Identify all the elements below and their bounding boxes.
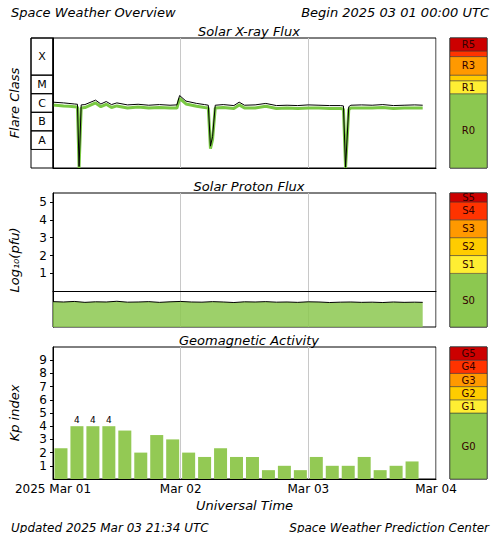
svg-text:4: 4 [106,415,112,425]
svg-text:3: 3 [39,432,47,446]
svg-text:Space Weather Prediction Cente: Space Weather Prediction Center [289,521,490,533]
svg-text:6: 6 [39,393,47,407]
svg-text:S3: S3 [462,223,475,234]
svg-text:G4: G4 [461,361,475,372]
svg-text:2025 Mar 01: 2025 Mar 01 [15,482,91,496]
svg-text:S1: S1 [462,259,475,270]
svg-text:Log₁₀(pfu): Log₁₀(pfu) [7,227,22,292]
svg-text:S4: S4 [462,205,475,216]
svg-text:2: 2 [39,249,47,263]
svg-text:5: 5 [39,195,47,209]
svg-text:Solar X-ray Flux: Solar X-ray Flux [198,24,300,39]
svg-text:X: X [38,50,46,63]
svg-text:Updated 2025 Mar 03 21:34 UTC: Updated 2025 Mar 03 21:34 UTC [11,521,209,533]
svg-text:Flare Class: Flare Class [7,67,22,138]
svg-text:2: 2 [39,446,47,460]
svg-text:8: 8 [39,366,47,380]
svg-text:Geomagnetic Activity: Geomagnetic Activity [179,333,319,348]
svg-text:Begin 2025 03 01 00:00 UTC: Begin 2025 03 01 00:00 UTC [301,5,490,20]
svg-text:Space Weather Overview: Space Weather Overview [11,5,176,20]
svg-text:4: 4 [74,415,80,425]
svg-text:7: 7 [39,380,47,394]
svg-text:B: B [38,115,46,128]
svg-text:G1: G1 [461,401,475,412]
svg-text:R0: R0 [462,125,475,136]
svg-text:Mar 03: Mar 03 [287,482,329,496]
svg-text:9: 9 [39,353,47,367]
svg-text:Mar 04: Mar 04 [415,482,457,496]
svg-text:4: 4 [39,419,47,433]
svg-text:R1: R1 [462,82,475,93]
svg-text:Solar Proton Flux: Solar Proton Flux [194,179,305,194]
svg-text:G2: G2 [461,388,475,399]
svg-text:4: 4 [39,213,47,227]
svg-text:S2: S2 [462,241,475,252]
svg-text:1: 1 [39,266,47,280]
svg-text:G0: G0 [461,441,475,452]
svg-text:3: 3 [39,231,47,245]
svg-text:G5: G5 [461,348,475,359]
svg-text:M: M [37,78,47,91]
svg-text:A: A [38,134,46,147]
svg-text:Mar 02: Mar 02 [160,482,202,496]
svg-text:4: 4 [90,415,96,425]
svg-text:S5: S5 [462,192,475,203]
svg-text:R3: R3 [462,60,475,71]
svg-text:Kp index: Kp index [7,384,22,441]
svg-text:Universal Time: Universal Time [196,498,293,513]
svg-text:5: 5 [39,406,47,420]
svg-text:R5: R5 [462,39,475,50]
svg-text:1: 1 [39,459,47,473]
svg-text:G3: G3 [461,375,475,386]
svg-text:C: C [38,97,46,110]
svg-text:S0: S0 [462,295,475,306]
